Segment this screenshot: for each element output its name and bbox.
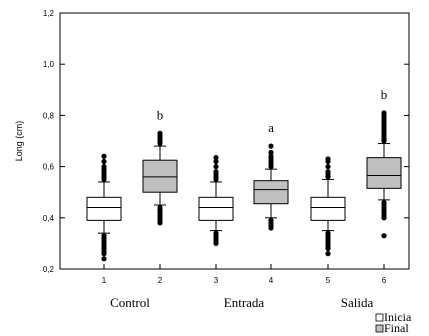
- outlier-point: [381, 199, 387, 206]
- outlier-point: [157, 204, 163, 211]
- x-tick-label: 5: [326, 276, 331, 285]
- outlier-point: [325, 251, 331, 257]
- outlier-point: [325, 169, 331, 175]
- boxes-layer: [86, 110, 402, 262]
- significance-letter: b: [381, 87, 388, 102]
- significance-letter: b: [157, 107, 164, 122]
- y-tick-label: 1,2: [43, 9, 55, 18]
- outlier-point: [101, 164, 107, 170]
- box-plot-5: [310, 156, 346, 257]
- y-tick-label: 0,8: [43, 111, 55, 120]
- legend-label-final: Final: [384, 321, 409, 335]
- box-iqr: [86, 196, 122, 221]
- box-iqr: [310, 196, 346, 221]
- outlier-point: [381, 233, 387, 239]
- x-tick-label: 4: [269, 276, 274, 285]
- legend-label-inicia: Inicia: [384, 310, 412, 324]
- box-plot-2: [142, 130, 178, 226]
- outlier-point: [213, 230, 219, 236]
- x-tick-label: 3: [214, 276, 219, 285]
- y-tick-label: 0,4: [43, 214, 55, 223]
- x-tick-label: 2: [158, 276, 163, 285]
- y-tick-label: 0,2: [43, 265, 55, 274]
- significance-letter: a: [268, 120, 274, 135]
- significance-letters: b a b: [157, 87, 388, 135]
- y-axis-label: Long (cm): [14, 121, 24, 162]
- outlier-point: [268, 149, 274, 156]
- outlier-point: [101, 158, 107, 165]
- plot-area: [59, 12, 410, 270]
- y-tick-label: 1,0: [43, 60, 55, 69]
- outlier-point: [268, 217, 274, 223]
- box-iqr: [366, 157, 402, 189]
- box-iqr: [253, 180, 289, 205]
- outlier-point: [268, 153, 274, 159]
- x-tick-label: 1: [102, 276, 107, 285]
- legend: Inicia Final: [375, 310, 412, 335]
- box-iqr: [142, 159, 178, 193]
- outlier-point: [101, 233, 107, 239]
- y-tick-label: 0,6: [43, 163, 55, 172]
- outlier-point: [213, 155, 219, 161]
- x-tick-label: 6: [382, 276, 387, 285]
- outlier-point: [213, 164, 219, 170]
- outlier-point: [213, 158, 219, 165]
- box-plot-1: [86, 153, 122, 262]
- outlier-point: [325, 164, 331, 170]
- box-iqr: [198, 196, 234, 221]
- box-plot-6: [366, 110, 402, 239]
- outlier-point: [381, 110, 387, 116]
- outlier-point: [101, 153, 107, 159]
- box-plot-4: [253, 143, 289, 231]
- outlier-point: [101, 256, 107, 262]
- legend-swatch-inicia: [375, 313, 384, 322]
- outlier-point: [325, 230, 331, 236]
- y-axis: 0,2 0,4 0,6 0,8 1,0 1,2: [43, 9, 409, 274]
- group-label-control: Control: [110, 295, 150, 310]
- group-label-salida: Salida: [341, 295, 374, 310]
- x-axis: 1 2 3 4 5 6: [102, 264, 387, 285]
- outlier-point: [213, 169, 219, 175]
- outlier-point: [157, 130, 163, 136]
- box-plot-3: [198, 155, 234, 246]
- legend-swatch-final: [375, 324, 384, 333]
- outlier-point: [268, 143, 274, 149]
- outlier-point: [325, 156, 331, 162]
- group-label-entrada: Entrada: [224, 295, 265, 310]
